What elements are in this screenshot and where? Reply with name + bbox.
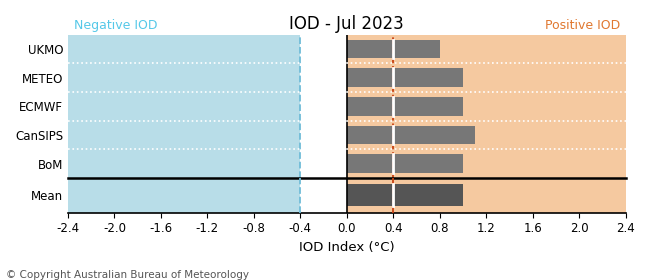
Title: IOD - Jul 2023: IOD - Jul 2023 xyxy=(289,15,404,33)
X-axis label: IOD Index (°C): IOD Index (°C) xyxy=(299,241,395,254)
Bar xyxy=(347,184,463,206)
Bar xyxy=(347,68,463,87)
Bar xyxy=(68,178,300,213)
Text: Negative IOD: Negative IOD xyxy=(74,19,157,32)
Bar xyxy=(347,39,440,58)
Bar xyxy=(68,34,300,178)
Bar xyxy=(347,97,463,116)
Bar xyxy=(347,154,463,173)
Bar xyxy=(300,34,347,178)
Text: Positive IOD: Positive IOD xyxy=(545,19,620,32)
Bar xyxy=(300,178,347,213)
Bar xyxy=(347,126,474,144)
Bar xyxy=(347,34,625,178)
Text: © Copyright Australian Bureau of Meteorology: © Copyright Australian Bureau of Meteoro… xyxy=(6,270,250,280)
Bar xyxy=(347,178,625,213)
